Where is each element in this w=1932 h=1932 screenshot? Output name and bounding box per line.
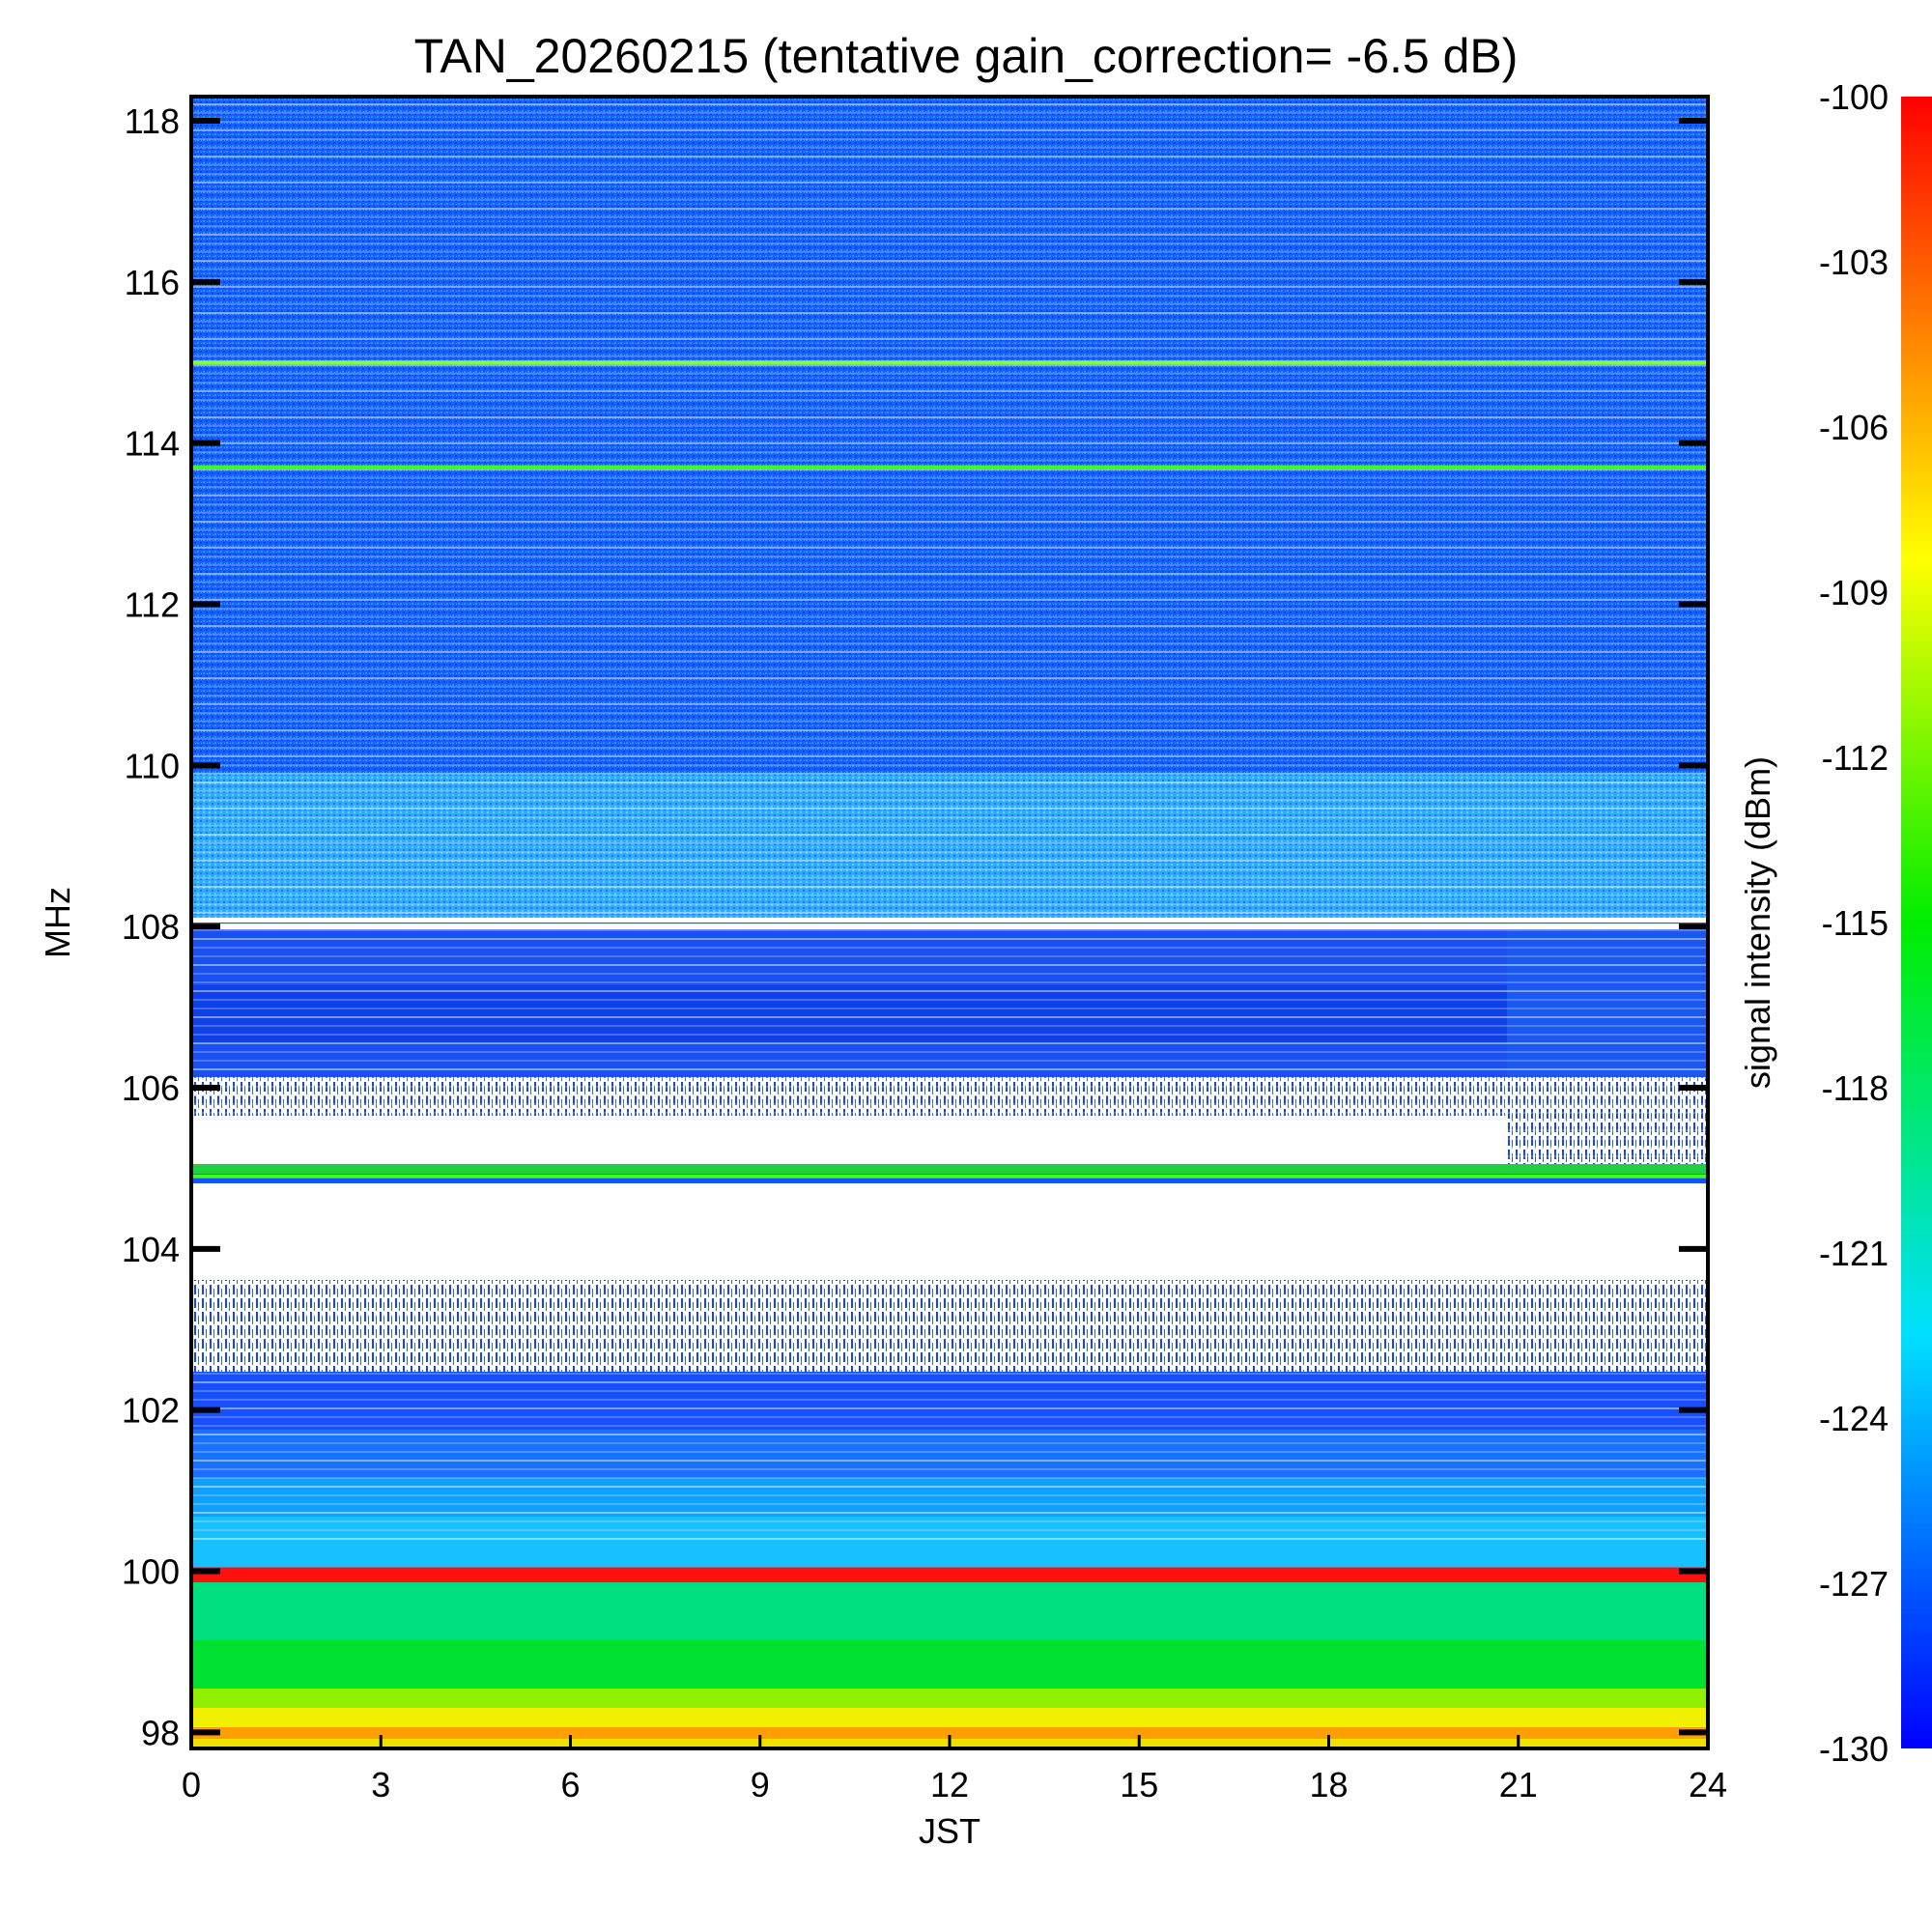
y-tick-label: 104	[122, 1230, 180, 1269]
x-tick-label: 6	[560, 1765, 580, 1804]
colorbar-tick-label: -100	[1819, 77, 1889, 117]
colorbar-tick-label: -121	[1819, 1234, 1889, 1273]
y-axis: 98 100 102 104 106 108 110 112 114 116 118	[122, 101, 1708, 1752]
x-tick-label: 15	[1120, 1765, 1158, 1804]
y-tick-label: 110	[125, 746, 180, 785]
colorbar-tick-label: -130	[1819, 1729, 1889, 1769]
y-tick-label: 118	[125, 101, 180, 141]
colorbar-tick-label: -103	[1819, 242, 1889, 282]
y-tick-label: 108	[122, 907, 180, 947]
y-tick-label: 116	[125, 263, 180, 302]
y-tick-label: 100	[122, 1551, 180, 1591]
chart-title: TAN_20260215 (tentative gain_correction=…	[414, 29, 1519, 83]
x-tick-label: 21	[1499, 1765, 1538, 1804]
colorbar-tick-label: -112	[1822, 738, 1889, 778]
colorbar-ticks: -100 -103 -106 -109 -112 -115 -118 -121 -124 -127…	[1819, 77, 1889, 1769]
colorbar-tick-label: -109	[1819, 573, 1889, 612]
x-axis: 0 3 6 9 12 15 18 21 24	[182, 1735, 1727, 1804]
x-tick-label: 3	[371, 1765, 390, 1804]
colorbar-label: signal intensity (dBm)	[1738, 756, 1777, 1089]
y-tick-label: 114	[125, 424, 180, 464]
x-tick-label: 12	[930, 1765, 969, 1804]
colorbar-tick-label: -124	[1819, 1399, 1889, 1438]
y-tick-label: 106	[122, 1068, 180, 1108]
y-tick-label: 98	[141, 1713, 180, 1752]
x-tick-label: 0	[182, 1765, 201, 1804]
colorbar-tick-label: -118	[1822, 1068, 1889, 1108]
colorbar-tick-label: -127	[1819, 1564, 1889, 1604]
x-tick-label: 24	[1689, 1765, 1727, 1804]
y-tick-label: 102	[122, 1391, 180, 1431]
colorbar-tick-label: -106	[1819, 408, 1889, 447]
y-tick-label: 112	[125, 585, 180, 625]
x-axis-label: JST	[919, 1811, 980, 1851]
colorbar-tick-label: -115	[1822, 903, 1889, 943]
colorbar	[1901, 97, 1932, 1748]
x-tick-label: 9	[751, 1765, 770, 1804]
x-tick-label: 18	[1309, 1765, 1348, 1804]
spectrogram-horizontal-stripes	[191, 103, 1708, 1576]
y-axis-label: MHz	[38, 887, 77, 958]
spectrogram-image	[191, 97, 1708, 1748]
